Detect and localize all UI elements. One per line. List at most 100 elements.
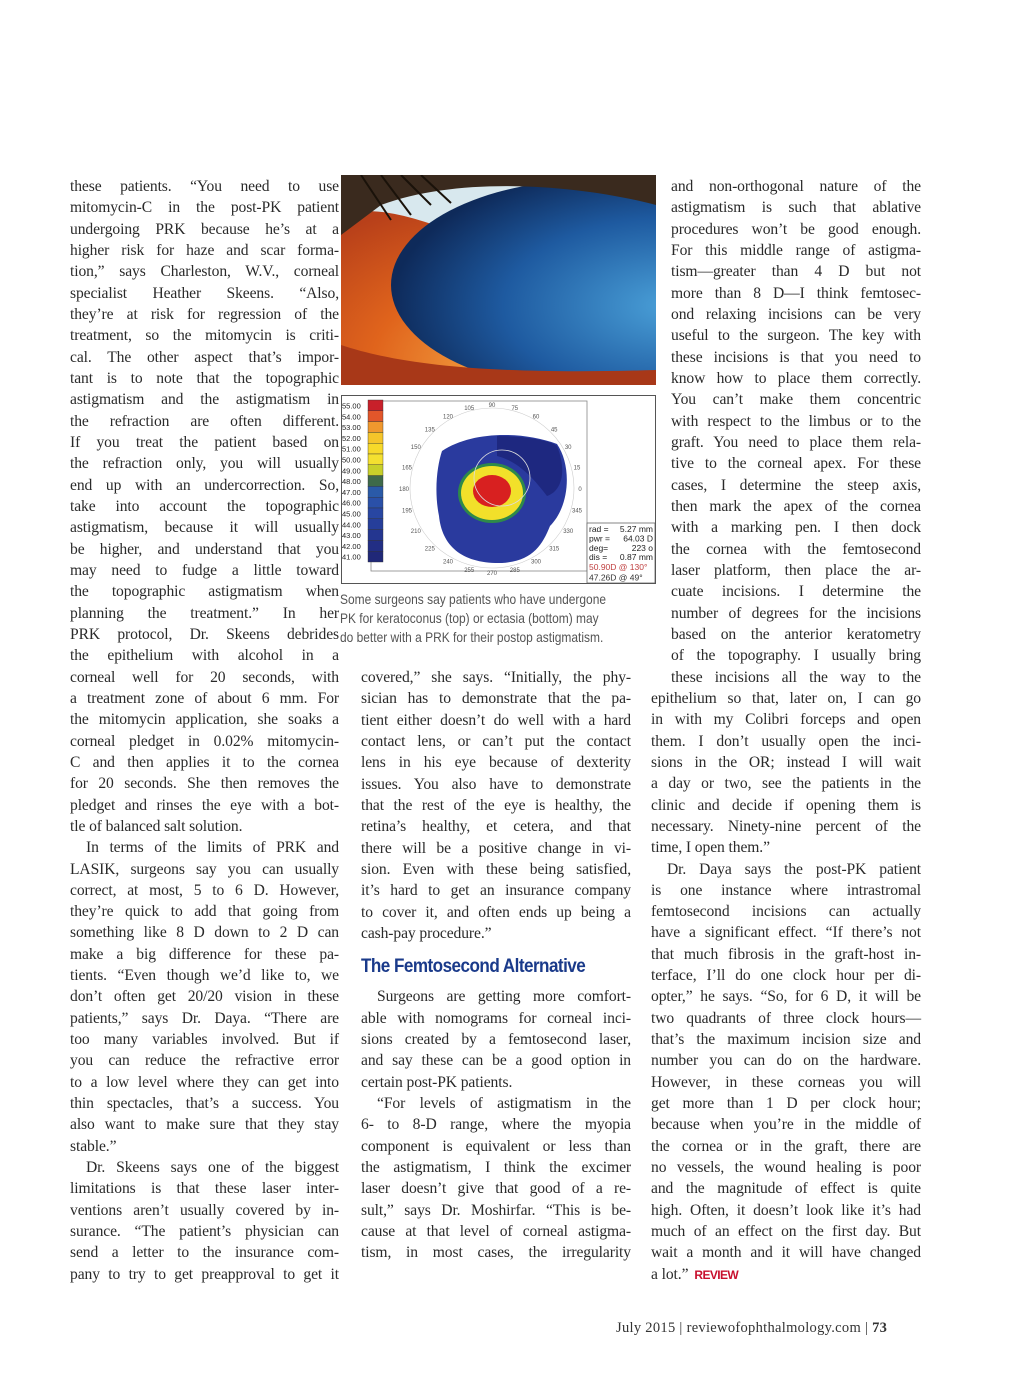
text-line-content: sion. Even with these being satisfied,: [361, 860, 631, 878]
caption-line: do better with a PRK for their postop as…: [340, 630, 604, 645]
text-line: However, in these corneas you will: [651, 1072, 921, 1093]
color-scale-label: 54.00: [342, 412, 361, 421]
text-line-content: too many variables involved. But if: [70, 1031, 339, 1049]
text-line: specialist Heather Skeens. “Also,: [70, 283, 339, 304]
angle-label: 120: [443, 414, 454, 420]
text-line-content: cal. The other aspect that’s impor-: [70, 348, 339, 366]
color-scale-label: 51.00: [342, 445, 361, 454]
text-line: certain post-PK patients.: [361, 1072, 631, 1093]
text-line-content: “For levels of astigmatism in the: [377, 1094, 631, 1112]
website: reviewofophthalmology.com: [686, 1320, 862, 1336]
color-scale-swatch: [367, 507, 384, 520]
text-line: wait a month and it will have changed: [651, 1242, 921, 1263]
text-line: retina’s healthy, et cetera, and that: [361, 816, 631, 837]
text-line: have a significant effect. “If there’s n…: [651, 922, 921, 943]
text-line-content: Dr. Skeens says one of the biggest: [86, 1159, 339, 1177]
angle-label: 165: [402, 465, 413, 471]
text-line: cause at that level of corneal astigma-: [361, 1221, 631, 1242]
text-line-content: patients,” says Dr. Daya. “There are: [70, 1009, 339, 1027]
text-line-content: and say these can be a good option in: [361, 1052, 631, 1070]
color-scale-label: 52.00: [342, 434, 361, 443]
color-scale-swatch: [367, 540, 384, 552]
text-line: limitations is that these laser inter-: [70, 1178, 339, 1199]
text-line-content: for 20 seconds. She then removes the: [70, 775, 339, 793]
text-line-content: specialist Heather Skeens. “Also,: [70, 284, 339, 302]
text-line-content: opter,” he says. “So, for 6 D, it will b…: [651, 988, 921, 1006]
text-line-content: laser platform, then place the ar-: [671, 561, 921, 579]
text-line: sions created by a femtosecond laser,: [361, 1029, 631, 1050]
text-line-content: sions in the OR; instead I will wait: [651, 753, 921, 771]
text-line: time, I open them.”: [651, 837, 921, 858]
text-line-content: useful to the surgeon. The key with: [671, 327, 921, 345]
text-line-content: surance. “The patient’s physician can: [70, 1223, 339, 1241]
text-line: planning the treatment.” In her: [70, 603, 339, 624]
text-line: they’re at risk for regression of the: [70, 304, 339, 325]
text-line: is one instance where intrastromal: [651, 880, 921, 901]
text-line-content: based on the anterior keratometry: [671, 625, 921, 643]
text-line: useful to the surgeon. The key with: [671, 325, 921, 346]
text-line: component is equivalent or less than: [361, 1136, 631, 1157]
text-line-content: treatment, so the mitomycin is criti-: [70, 327, 339, 345]
text-line-content: two quadrants of three clock hours—: [651, 1009, 921, 1027]
text-line-content: cause at that level of corneal astigma-: [361, 1222, 631, 1240]
text-line: opter,” he says. “So, for 6 D, it will b…: [651, 986, 921, 1007]
text-line: tion,” says Charleston, W.V., corneal: [70, 261, 339, 282]
text-line: take into account the topographic: [70, 496, 339, 517]
color-scale-label: 47.00: [342, 488, 361, 497]
text-line: tive to the corneal apex. For these: [671, 453, 921, 474]
text-line-content: be higher, and understand that you: [70, 540, 339, 558]
readout-key: dis =: [589, 552, 607, 562]
text-line-content: them. I don’t usually open the inci-: [651, 732, 921, 750]
text-line: ventions aren’t usually covered by in-: [70, 1200, 339, 1221]
color-scale-swatch: [367, 475, 384, 487]
text-line: laser doesn’t give that good of a re-: [361, 1178, 631, 1199]
text-line-content: is one instance where intrastromal: [651, 881, 921, 899]
text-line-content: tant is to note that the topographic: [70, 369, 339, 387]
text-line-content: sions created by a femtosecond laser,: [361, 1030, 631, 1048]
text-line: tism, in most cases, the irregularity: [361, 1242, 631, 1263]
text-line-content: then mark the apex of the cornea: [671, 497, 921, 515]
angle-label: 240: [443, 560, 454, 566]
text-line-content: a treatment zone of about 6 mm. For: [70, 689, 339, 707]
angle-label: 285: [510, 568, 521, 574]
text-line-content: these patients. “You need to use: [70, 178, 339, 195]
text-line: based on the anterior keratometry: [671, 624, 921, 645]
text-line-content: femtosecond incisions can actually: [651, 903, 921, 921]
text-line-content: a day or two, see the patients in the: [651, 775, 921, 793]
text-line-content: C and then applies it to the cornea: [70, 753, 339, 771]
angle-label: 195: [402, 509, 413, 515]
text-line: and non-orthogonal nature of the: [671, 176, 921, 197]
text-line: corneal pledget in 0.02% mitomycin-: [70, 731, 339, 752]
text-line-content: tism, in most cases, the irregularity: [361, 1244, 631, 1262]
text-line-content: the topographic astigmatism when: [70, 583, 339, 601]
readout-value: 64.03 D: [623, 533, 653, 543]
text-line: the refraction are often different.: [70, 411, 339, 432]
text-line: PRK protocol, Dr. Skeens debrides: [70, 624, 339, 645]
text-line-content: tism—greater than 4 D but not: [671, 263, 921, 281]
text-line-content: 6- to 8-D range, where the myopia: [361, 1116, 631, 1134]
text-line-content: they’re quick to add that going from: [70, 903, 339, 921]
text-line: too many variables involved. But if: [70, 1029, 339, 1050]
text-line-content: of the topography. I usually bring: [671, 647, 921, 665]
text-line: sult,” says Dr. Moshirfar. “This is be-: [361, 1200, 631, 1221]
text-line-content: sult,” says Dr. Moshirfar. “This is be-: [361, 1201, 631, 1219]
text-line-content: tient either doesn’t do well with a hard: [361, 711, 631, 729]
text-line: something like 8 D down to 2 D can: [70, 922, 339, 943]
text-line-content: that’s the maximum incision size and: [651, 1031, 921, 1049]
issue-date: July 2015: [616, 1320, 676, 1336]
text-line: sions in the OR; instead I will wait: [651, 752, 921, 773]
text-line: for 20 seconds. She then removes the: [70, 773, 339, 794]
angle-label: 45: [551, 428, 558, 434]
text-line: treatment, so the mitomycin is criti-: [70, 325, 339, 346]
text-line-content: pledget and rinses the eye with a bot-: [70, 796, 339, 814]
text-line-content: a lot.”: [651, 1265, 689, 1283]
angle-label: 15: [574, 465, 581, 471]
page-number: 73: [872, 1320, 888, 1336]
text-line: For this middle range of astigma-: [671, 240, 921, 261]
caption-line: PK for keratoconus (top) or ectasia (bot…: [340, 611, 599, 626]
text-line: surance. “The patient’s physician can: [70, 1221, 339, 1242]
color-scale-label: 43.00: [342, 531, 361, 540]
text-line: able with nomograms for corneal inci-: [361, 1008, 631, 1029]
text-line: If you treat the patient based on: [70, 432, 339, 453]
angle-label: 300: [531, 560, 542, 566]
